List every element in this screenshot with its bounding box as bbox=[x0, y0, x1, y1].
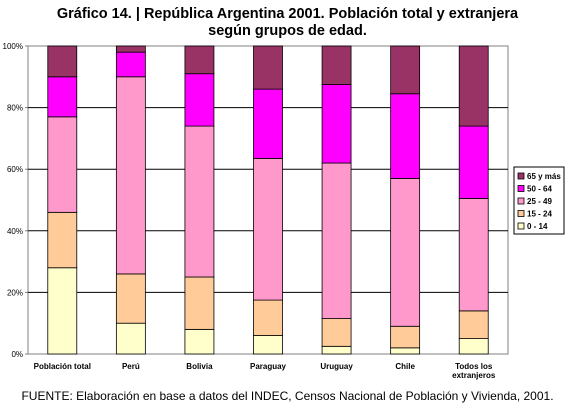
bar-segment bbox=[321, 162, 352, 319]
bar-segment bbox=[115, 45, 146, 53]
bar-segment bbox=[390, 178, 421, 327]
bar-segment bbox=[184, 73, 215, 127]
chart-title-line1: Gráfico 14. | República Argentina 2001. … bbox=[56, 6, 519, 22]
bar-segment bbox=[321, 84, 352, 164]
bar-segment bbox=[458, 125, 489, 199]
x-category-label: Todos los bbox=[455, 362, 493, 371]
bar-segment bbox=[458, 45, 489, 127]
bar-segment bbox=[390, 325, 421, 349]
bar-segment bbox=[184, 328, 215, 355]
x-category-label: Paraguay bbox=[250, 362, 287, 371]
bar-segment bbox=[47, 45, 78, 78]
bar-segment bbox=[458, 198, 489, 312]
bar-segment bbox=[47, 116, 78, 213]
x-category-label: Perú bbox=[122, 362, 140, 371]
bar-segment bbox=[321, 318, 352, 347]
y-tick-label: 0% bbox=[11, 350, 23, 359]
stacked-bar-chart: 0% 20% 40% 60% 80% 100% Población total Perú Bol… bbox=[3, 42, 565, 380]
bar-segment bbox=[115, 51, 146, 78]
legend-swatch bbox=[517, 197, 525, 205]
bar-segment bbox=[115, 273, 146, 324]
bar-segment bbox=[253, 335, 283, 355]
bar-segment bbox=[390, 347, 421, 355]
legend-label: 0 - 14 bbox=[527, 222, 548, 231]
bar-segment bbox=[47, 267, 78, 355]
legend-swatch bbox=[517, 185, 525, 192]
y-tick-label: 100% bbox=[3, 42, 23, 51]
x-category-label: Chile bbox=[395, 362, 415, 371]
legend-label: 25 - 49 bbox=[527, 197, 552, 206]
bar-segment bbox=[390, 93, 421, 179]
y-tick-label: 60% bbox=[7, 165, 23, 174]
bar-segment bbox=[184, 45, 215, 75]
bar-segment bbox=[184, 125, 215, 278]
legend-swatch bbox=[517, 210, 525, 217]
bar-segment bbox=[253, 299, 283, 336]
bar-segment bbox=[47, 76, 78, 118]
bar-segment bbox=[321, 45, 352, 85]
y-tick-label: 80% bbox=[7, 104, 23, 113]
bar-segment bbox=[390, 45, 421, 95]
legend: 65 y más 50 - 64 25 - 49 15 - 24 0 - 14 bbox=[513, 166, 565, 235]
y-tick-label: 20% bbox=[7, 288, 23, 297]
bar-segment bbox=[47, 211, 78, 269]
y-tick-label: 40% bbox=[7, 227, 23, 236]
legend-swatch bbox=[517, 222, 525, 230]
bar-segment bbox=[253, 158, 283, 301]
x-category-label: Uruguay bbox=[320, 362, 353, 371]
bar-segment bbox=[253, 88, 283, 159]
chart-subtitle: según grupos de edad. bbox=[208, 23, 367, 39]
legend-swatch bbox=[517, 172, 525, 180]
plot-area: 0% 20% 40% 60% 80% 100% Población total Perú Bol… bbox=[3, 42, 509, 380]
x-category-label: extranjeros bbox=[452, 371, 496, 380]
legend-label: 15 - 24 bbox=[527, 210, 552, 219]
x-category-label: Población total bbox=[34, 362, 91, 371]
bar-segment bbox=[321, 345, 352, 355]
legend-label: 65 y más bbox=[527, 172, 561, 181]
bar-segment bbox=[184, 276, 215, 330]
bar-segment bbox=[458, 338, 489, 355]
x-category-label: Bolivia bbox=[186, 362, 213, 371]
bar-segment bbox=[458, 310, 489, 340]
source-note: FUENTE: Elaboración en base a datos del … bbox=[21, 389, 554, 403]
bar-segment bbox=[115, 76, 146, 275]
bar-segment bbox=[115, 322, 146, 355]
bar-segment bbox=[253, 45, 283, 90]
legend-label: 50 - 64 bbox=[527, 185, 552, 194]
chart-title: Gráfico 14. | República Argentina 2001. … bbox=[0, 6, 575, 40]
